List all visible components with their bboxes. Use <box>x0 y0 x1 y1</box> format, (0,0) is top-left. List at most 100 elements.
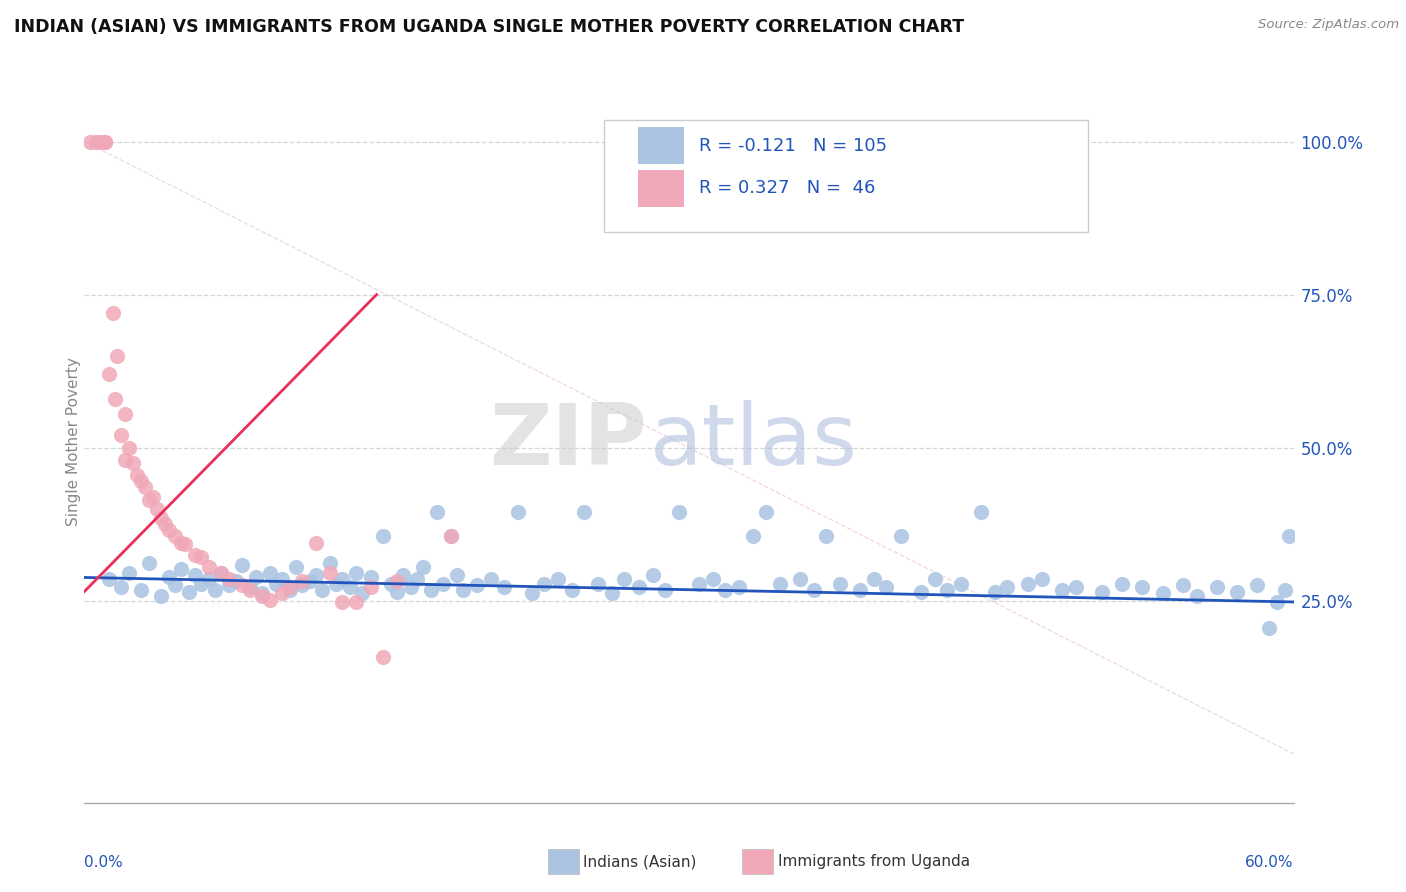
Point <box>385 584 408 599</box>
Point <box>481 572 503 586</box>
Point <box>190 576 212 591</box>
Point <box>250 586 273 600</box>
Point <box>451 582 474 597</box>
Point <box>165 529 187 543</box>
Point <box>728 580 751 594</box>
Point <box>305 535 328 549</box>
Point <box>118 566 141 581</box>
Point <box>204 582 226 597</box>
Point <box>339 580 361 594</box>
Point <box>1132 580 1154 594</box>
Point <box>432 576 454 591</box>
Point <box>93 135 115 149</box>
Point <box>1185 589 1208 603</box>
Point <box>259 566 281 581</box>
Point <box>93 135 115 149</box>
Point <box>561 582 583 597</box>
Point <box>114 453 136 467</box>
Text: ZIP: ZIP <box>489 400 647 483</box>
Point <box>803 582 825 597</box>
Point <box>1050 582 1073 597</box>
Point <box>391 568 413 582</box>
Point <box>1206 580 1229 594</box>
Point <box>138 492 160 507</box>
Point <box>352 586 374 600</box>
Point <box>890 529 912 543</box>
Point <box>198 560 221 574</box>
Point <box>250 589 273 603</box>
Point <box>984 584 1007 599</box>
Point <box>520 586 543 600</box>
Point <box>97 572 120 586</box>
Point <box>1226 584 1249 599</box>
Point <box>146 502 169 516</box>
Point <box>170 562 193 576</box>
Point <box>935 582 957 597</box>
Point <box>572 505 595 519</box>
Point <box>380 576 402 591</box>
Point <box>157 570 180 584</box>
Point <box>165 578 187 592</box>
Point <box>849 582 872 597</box>
Point <box>142 490 165 504</box>
Point <box>104 392 127 406</box>
Point <box>209 566 232 581</box>
Point <box>426 505 449 519</box>
Y-axis label: Single Mother Poverty: Single Mother Poverty <box>66 357 80 526</box>
Point <box>231 558 253 573</box>
Point <box>299 574 322 589</box>
Point <box>125 468 148 483</box>
Point <box>533 576 555 591</box>
Point <box>1278 529 1301 543</box>
Point <box>138 556 160 570</box>
Point <box>446 568 468 582</box>
Point <box>190 549 212 564</box>
Point <box>153 517 176 532</box>
Point <box>360 570 382 584</box>
Point <box>110 580 132 594</box>
Point <box>110 428 132 442</box>
Point <box>371 529 394 543</box>
Point <box>330 572 353 586</box>
Text: atlas: atlas <box>650 400 858 483</box>
Point <box>547 572 569 586</box>
Point <box>134 480 156 494</box>
Point <box>89 135 111 149</box>
Text: R = 0.327   N =  46: R = 0.327 N = 46 <box>699 179 875 197</box>
Text: 0.0%: 0.0% <box>84 855 124 870</box>
Point <box>769 576 792 591</box>
Point <box>420 582 443 597</box>
Point <box>346 595 368 609</box>
Point <box>440 529 463 543</box>
Point <box>174 537 197 551</box>
Point <box>924 572 946 586</box>
Point <box>1111 576 1133 591</box>
Point <box>179 584 201 599</box>
Text: Source: ZipAtlas.com: Source: ZipAtlas.com <box>1258 18 1399 31</box>
Point <box>789 572 811 586</box>
Point <box>86 135 108 149</box>
Point <box>995 580 1018 594</box>
Point <box>668 505 690 519</box>
Text: INDIAN (ASIAN) VS IMMIGRANTS FROM UGANDA SINGLE MOTHER POVERTY CORRELATION CHART: INDIAN (ASIAN) VS IMMIGRANTS FROM UGANDA… <box>14 18 965 36</box>
Point <box>371 650 394 665</box>
Point <box>319 556 342 570</box>
Point <box>239 580 262 594</box>
Point <box>157 524 180 538</box>
Point <box>270 572 292 586</box>
Point <box>970 505 993 519</box>
Point <box>814 529 837 543</box>
Point <box>245 570 267 584</box>
Point <box>588 576 610 591</box>
Point <box>311 582 333 597</box>
Point <box>225 574 247 589</box>
Point <box>1031 572 1053 586</box>
Point <box>218 578 240 592</box>
Point <box>830 576 852 591</box>
Point <box>467 578 489 592</box>
Point <box>305 568 328 582</box>
Point <box>79 135 101 149</box>
Point <box>325 576 347 591</box>
Point <box>239 582 262 597</box>
Point <box>184 548 207 562</box>
